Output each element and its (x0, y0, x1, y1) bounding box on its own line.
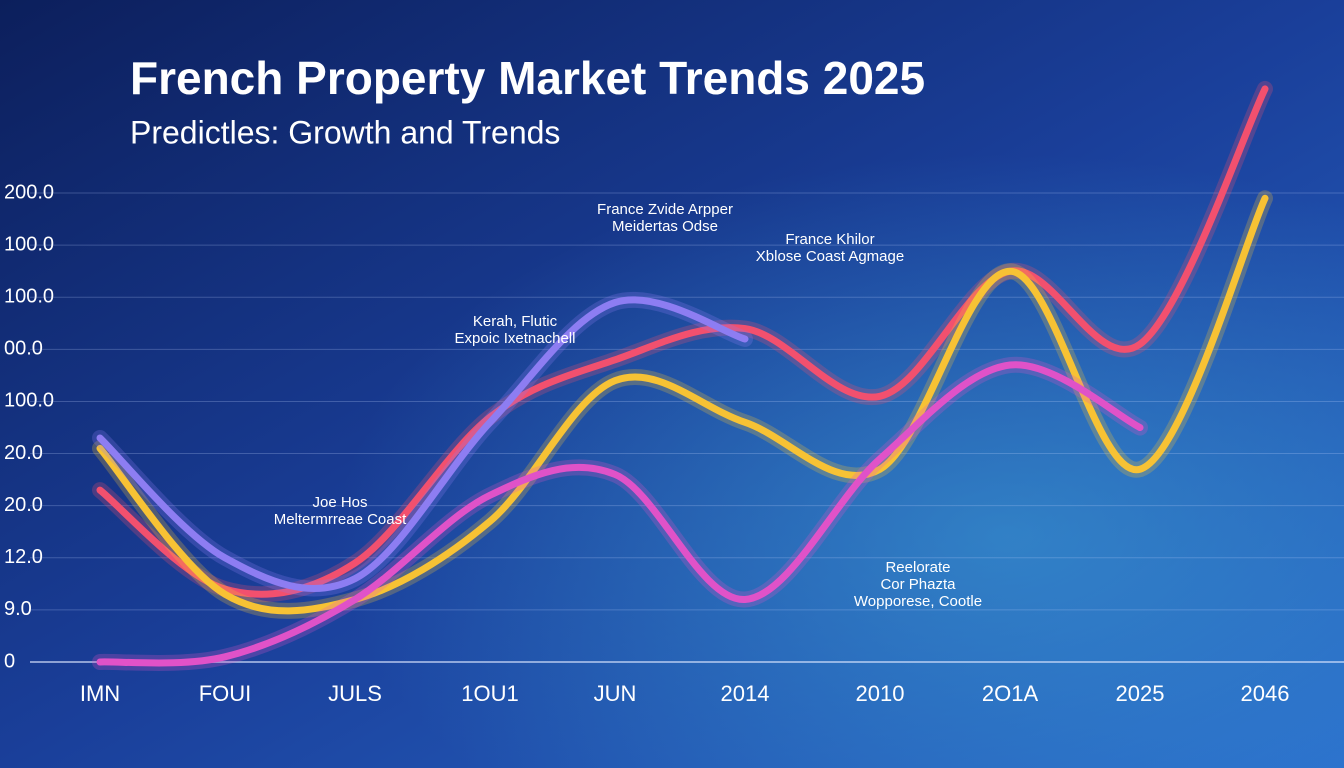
y-tick-label: 20.0 (4, 442, 43, 464)
x-tick-label: JULS (328, 681, 382, 706)
x-tick-label: FOUI (199, 681, 252, 706)
x-tick-label: 2010 (856, 681, 905, 706)
x-tick-label: 1OU1 (461, 681, 518, 706)
x-tick-label: IMN (80, 681, 120, 706)
annotation: Kerah, Flutic (473, 313, 558, 330)
y-tick-label: 100.0 (4, 233, 54, 255)
annotation: Meidertas Odse (612, 218, 718, 235)
line (96, 194, 1269, 615)
chart-subtitle: Predictles: Growth and Trends (130, 114, 560, 150)
x-tick-label: 2025 (1116, 681, 1165, 706)
annotation: Meltermrreae Coast (274, 511, 407, 528)
x-tick-label: 2O1A (982, 681, 1039, 706)
annotation: Xblose Coast Agmage (756, 248, 904, 265)
annotation: Reelorate (885, 559, 950, 576)
annotation: Wopporese, Cootle (854, 593, 982, 610)
annotation: Cor Phazta (880, 576, 956, 593)
annotation: France Zvide Arpper (597, 201, 733, 218)
plot: 200.0 100.0 100.0 00.0 100.0 20.0 20.0 12.0 9.0 0… (4, 80, 1344, 706)
y-tick-label: 20.0 (4, 494, 43, 516)
y-tick-label: 00.0 (4, 338, 43, 360)
x-tick-label: 2046 (1241, 681, 1290, 706)
annotation: Joe Hos (312, 494, 367, 511)
y-tick-label: 200.0 (4, 181, 54, 203)
annotation: Expoic Ixetnachell (455, 330, 576, 347)
y-tick-label: 9.0 (4, 598, 32, 620)
x-tick-label: JUN (594, 681, 637, 706)
y-tick-label: 100.0 (4, 390, 54, 412)
y-tick-label: 0 (4, 650, 15, 672)
y-tick-label: 100.0 (4, 286, 54, 308)
annotation: France Khilor (785, 231, 874, 248)
y-tick-label: 12.0 (4, 546, 43, 568)
line (96, 296, 749, 593)
line (96, 361, 1144, 667)
x-tick-label: 2014 (721, 681, 770, 706)
chart-title: French Property Market Trends 2025 (130, 52, 925, 104)
